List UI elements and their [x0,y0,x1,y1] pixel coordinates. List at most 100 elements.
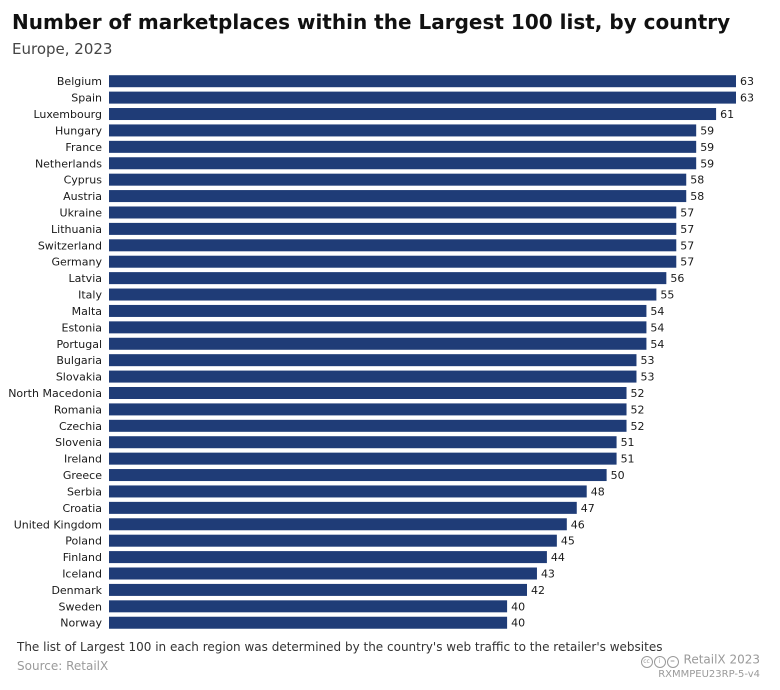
category-label: Greece [63,469,102,482]
category-label: Sweden [59,600,102,613]
value-label: 53 [640,371,654,384]
category-label: Slovenia [55,436,102,449]
value-label: 46 [571,518,585,531]
category-label: Poland [65,535,102,548]
bar [109,321,647,334]
bar [109,436,617,449]
category-label: Italy [78,289,102,302]
value-label: 59 [700,157,714,170]
value-label: 43 [541,568,555,581]
category-label: Lithuania [51,223,102,236]
bar [109,206,677,219]
value-label: 59 [700,141,714,154]
bar [109,140,697,153]
value-label: 40 [511,617,525,630]
value-label: 63 [740,75,754,88]
bar [109,75,736,88]
bar [109,616,508,629]
category-label: Denmark [51,584,102,597]
category-label: Germany [51,256,102,269]
value-label: 63 [740,92,754,105]
brand-name: RetailX 2023 [683,652,760,667]
value-label: 51 [621,453,635,466]
chart-title: Number of marketplaces within the Larges… [12,10,731,34]
value-label: 57 [680,239,694,252]
value-label: 54 [650,305,664,318]
bar [109,255,677,268]
category-label: Finland [63,551,102,564]
category-label: Latvia [69,272,103,285]
category-label: Serbia [67,485,102,498]
bar [109,173,687,186]
category-label: United Kingdom [14,518,102,531]
bar [109,272,667,285]
bar [109,469,607,482]
value-label: 57 [680,206,694,219]
bar [109,239,677,252]
value-label: 50 [611,469,625,482]
value-label: 52 [631,403,645,416]
bar [109,534,557,547]
category-label: Czechia [59,420,102,433]
value-label: 59 [700,124,714,137]
bar [109,108,717,121]
chart-source: Source: RetailX [17,659,109,673]
bar [109,190,687,203]
bar [109,551,547,564]
category-label: North Macedonia [8,387,102,400]
creative-commons-icon: cc i = [640,652,680,668]
bar [109,222,677,235]
brand-block: cc i = RetailX 2023 RXMMPEU23RP-5-v4 [640,652,760,682]
bar-chart: Belgium 63 Spain 63 Luxembourg 61 Hungary 59 Fra… [8,75,754,630]
value-label: 61 [720,108,734,121]
category-label: Croatia [62,502,102,515]
category-label: Ukraine [60,206,103,219]
value-label: 45 [561,535,575,548]
category-label: Estonia [62,321,103,334]
category-label: Slovakia [56,371,102,384]
bar [109,501,577,514]
category-label: Cyprus [64,174,103,187]
bar [109,354,637,367]
bar [109,288,657,301]
bar [109,600,508,613]
value-label: 47 [581,502,595,515]
value-label: 51 [621,436,635,449]
report-code: RXMMPEU23RP-5-v4 [658,669,760,680]
bar [109,403,627,416]
category-label: Romania [54,403,102,416]
value-label: 54 [650,338,664,351]
bar [109,452,617,465]
category-label: Iceland [62,568,102,581]
bar [109,583,527,596]
value-label: 57 [680,223,694,236]
value-label: 57 [680,256,694,269]
value-label: 52 [631,387,645,400]
bar [109,386,627,399]
bar [109,518,567,531]
value-label: 56 [670,272,684,285]
category-label: Austria [63,190,102,203]
category-label: Netherlands [35,157,102,170]
bar [109,485,587,498]
bar [109,370,637,383]
bar [109,337,647,350]
value-label: 42 [531,584,545,597]
category-label: Switzerland [38,239,102,252]
bar [109,419,627,432]
value-label: 54 [650,321,664,334]
category-label: Spain [71,92,102,105]
category-label: Luxembourg [33,108,102,121]
bar [109,91,736,104]
value-label: 58 [690,174,704,187]
category-label: Portugal [56,338,102,351]
bar [109,567,537,580]
category-label: Ireland [64,453,102,466]
category-label: Hungary [55,124,102,137]
chart-note: The list of Largest 100 in each region w… [17,640,663,654]
value-label: 55 [660,289,674,302]
value-label: 53 [640,354,654,367]
value-label: 48 [591,485,605,498]
bar [109,124,697,137]
category-label: Malta [72,305,102,318]
